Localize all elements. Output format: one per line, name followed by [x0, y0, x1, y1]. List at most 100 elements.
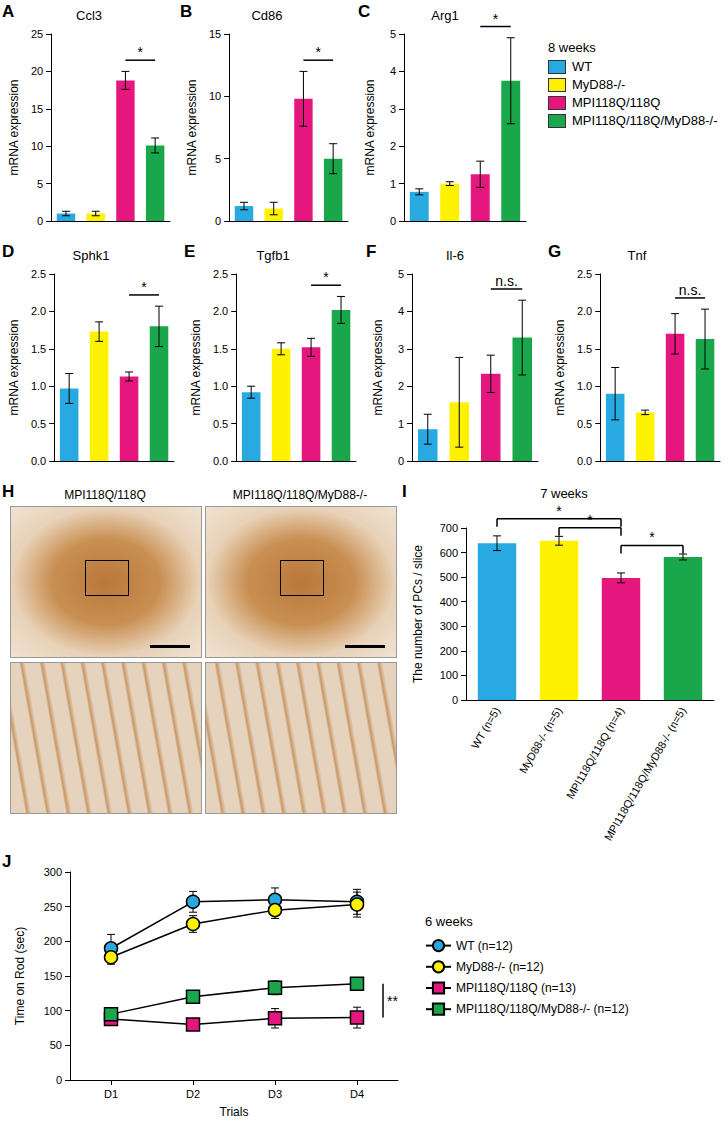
- svg-text:0.5: 0.5: [213, 418, 228, 430]
- svg-text:mRNA expression: mRNA expression: [7, 319, 21, 415]
- svg-text:*: *: [316, 44, 322, 60]
- svg-text:1.5: 1.5: [577, 343, 592, 355]
- svg-text:*: *: [556, 503, 562, 519]
- svg-text:mRNA expression: mRNA expression: [189, 319, 203, 415]
- svg-text:mRNA expression: mRNA expression: [185, 79, 199, 175]
- svg-text:mRNA expression: mRNA expression: [363, 79, 377, 175]
- svg-text:1.5: 1.5: [31, 343, 46, 355]
- svg-text:1.0: 1.0: [577, 380, 592, 392]
- svg-text:*: *: [493, 11, 499, 27]
- svg-text:500: 500: [440, 571, 458, 583]
- svg-text:1: 1: [390, 178, 396, 190]
- svg-text:Ccl3: Ccl3: [76, 8, 102, 23]
- svg-text:1.0: 1.0: [31, 380, 46, 392]
- svg-text:2.0: 2.0: [213, 305, 228, 317]
- svg-text:Tnf: Tnf: [628, 248, 647, 263]
- svg-text:600: 600: [440, 547, 458, 559]
- svg-text:D2: D2: [186, 1088, 200, 1100]
- svg-text:D1: D1: [104, 1088, 118, 1100]
- svg-text:mRNA expression: mRNA expression: [371, 319, 385, 415]
- svg-text:WT (n=5): WT (n=5): [469, 705, 502, 751]
- svg-text:0.0: 0.0: [213, 455, 228, 467]
- svg-text:Tgfb1: Tgfb1: [256, 248, 289, 263]
- svg-text:2.5: 2.5: [31, 268, 46, 280]
- svg-text:n.s.: n.s.: [495, 273, 518, 289]
- svg-text:MyD88-/- (n=5): MyD88-/- (n=5): [517, 705, 564, 775]
- svg-text:5: 5: [398, 268, 404, 280]
- svg-text:300: 300: [44, 866, 62, 878]
- svg-text:MPI118Q/118Q/MyD88-/- (n=5): MPI118Q/118Q/MyD88-/- (n=5): [602, 705, 688, 843]
- svg-text:MyD88-/- (n=12): MyD88-/- (n=12): [456, 960, 544, 974]
- svg-text:0: 0: [215, 215, 221, 227]
- svg-text:2: 2: [398, 380, 404, 392]
- svg-text:1: 1: [398, 418, 404, 430]
- svg-text:Time on Rod (sec): Time on Rod (sec): [13, 927, 27, 1025]
- svg-text:MPI118Q/118Q (n=13): MPI118Q/118Q (n=13): [456, 981, 576, 995]
- svg-text:4: 4: [390, 65, 396, 77]
- svg-text:6 weeks: 6 weeks: [425, 914, 473, 929]
- svg-text:MPI118Q/118Q (n=4): MPI118Q/118Q (n=4): [564, 705, 626, 801]
- svg-text:50: 50: [50, 1039, 62, 1051]
- svg-text:0.5: 0.5: [31, 418, 46, 430]
- svg-text:Sphk1: Sphk1: [73, 248, 110, 263]
- svg-text:D4: D4: [350, 1088, 364, 1100]
- svg-text:2.0: 2.0: [31, 305, 46, 317]
- svg-text:0: 0: [452, 694, 458, 706]
- svg-text:10: 10: [209, 90, 221, 102]
- svg-text:5: 5: [215, 153, 221, 165]
- svg-text:*: *: [141, 279, 147, 295]
- svg-text:0: 0: [56, 1074, 62, 1086]
- svg-text:100: 100: [440, 669, 458, 681]
- svg-text:0.0: 0.0: [31, 455, 46, 467]
- svg-text:The number of PCs / slice: The number of PCs / slice: [411, 545, 425, 683]
- html-text:WT: WT: [572, 59, 593, 74]
- svg-text:200: 200: [440, 645, 458, 657]
- svg-text:*: *: [323, 269, 329, 285]
- svg-text:1.5: 1.5: [213, 343, 228, 355]
- svg-text:700: 700: [440, 522, 458, 534]
- svg-text:Arg1: Arg1: [431, 8, 458, 23]
- svg-text:mRNA expression: mRNA expression: [7, 79, 21, 175]
- svg-text:0: 0: [37, 215, 43, 227]
- svg-text:2.5: 2.5: [577, 268, 592, 280]
- svg-text:4: 4: [398, 305, 404, 317]
- svg-text:0: 0: [398, 455, 404, 467]
- svg-text:mRNA expression: mRNA expression: [553, 319, 567, 415]
- svg-text:300: 300: [440, 620, 458, 632]
- svg-text:*: *: [649, 529, 655, 545]
- svg-text:200: 200: [44, 935, 62, 947]
- svg-text:WT (n=12): WT (n=12): [456, 939, 513, 953]
- svg-text:Trials: Trials: [220, 1105, 249, 1119]
- svg-text:*: *: [587, 512, 593, 528]
- svg-text:10: 10: [31, 140, 43, 152]
- svg-text:7 weeks: 7 weeks: [540, 486, 588, 501]
- svg-text:0: 0: [390, 215, 396, 227]
- svg-text:Cd86: Cd86: [251, 8, 282, 23]
- svg-text:0.0: 0.0: [577, 455, 592, 467]
- svg-text:2.0: 2.0: [577, 305, 592, 317]
- svg-text:15: 15: [31, 103, 43, 115]
- svg-text:0.5: 0.5: [577, 418, 592, 430]
- svg-text:1.0: 1.0: [213, 380, 228, 392]
- svg-text:150: 150: [44, 970, 62, 982]
- svg-text:Il-6: Il-6: [446, 248, 464, 263]
- svg-text:MPI118Q/118Q/MyD88-/- (n=12): MPI118Q/118Q/MyD88-/- (n=12): [456, 1002, 629, 1016]
- svg-text:2: 2: [390, 140, 396, 152]
- svg-text:2.5: 2.5: [213, 268, 228, 280]
- svg-text:5: 5: [390, 28, 396, 40]
- svg-text:3: 3: [398, 343, 404, 355]
- svg-text:n.s.: n.s.: [679, 282, 702, 298]
- svg-text:25: 25: [31, 28, 43, 40]
- svg-text:5: 5: [37, 178, 43, 190]
- svg-text:D3: D3: [268, 1088, 282, 1100]
- svg-text:**: **: [387, 993, 398, 1009]
- svg-text:15: 15: [209, 28, 221, 40]
- svg-text:3: 3: [390, 103, 396, 115]
- html-text:8 weeks: 8 weeks: [548, 40, 596, 55]
- svg-text:20: 20: [31, 65, 43, 77]
- html-text:MyD88-/-: MyD88-/-: [572, 77, 626, 92]
- svg-text:100: 100: [44, 1005, 62, 1017]
- svg-text:250: 250: [44, 901, 62, 913]
- svg-text:*: *: [138, 44, 144, 60]
- svg-text:400: 400: [440, 596, 458, 608]
